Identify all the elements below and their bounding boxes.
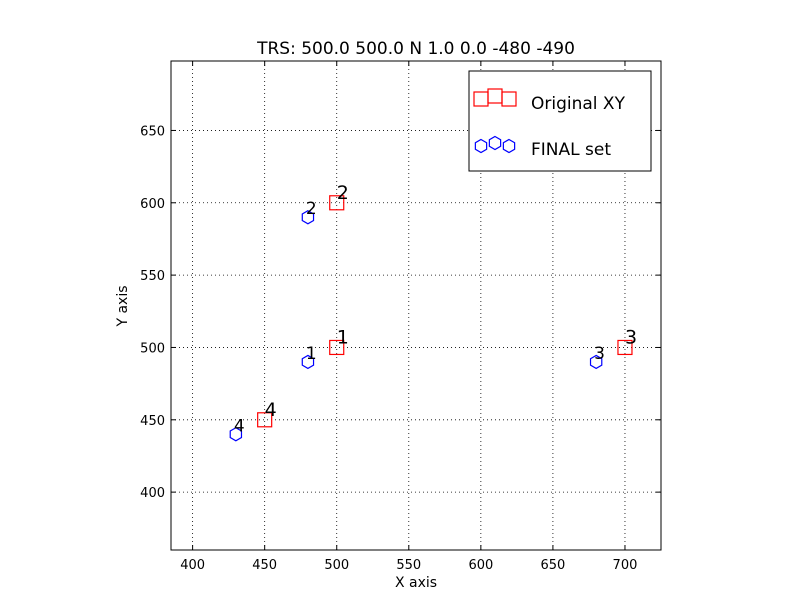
series-0-square-marker-4 [257, 412, 273, 428]
series-0-point-label-2: 2 [337, 182, 349, 204]
y-tick-label-450: 450 [140, 414, 165, 429]
x-tick-label-650: 650 [540, 558, 565, 573]
x-tick-label-450: 450 [252, 558, 277, 573]
y-tick-label-650: 650 [140, 124, 165, 139]
series-1-hexagon-marker-2 [301, 210, 315, 225]
legend-label-original-xy: Original XY [531, 94, 626, 114]
series-1-point-label-4: 4 [234, 416, 245, 436]
series-1-hexagon-marker-1 [301, 354, 315, 370]
y-tick-label-550: 550 [140, 269, 165, 284]
series-1-point-label-1: 1 [306, 344, 317, 364]
legend-hexagon-marker-2 [502, 138, 516, 154]
x-tick-label-700: 700 [613, 558, 638, 573]
series-0-point-label-1: 1 [337, 326, 349, 348]
legend-label-final-set: FINAL set [531, 140, 611, 160]
legend-hexagon-marker-1 [488, 135, 502, 151]
series-0-square-marker-2 [329, 195, 345, 211]
plot-frame [170, 60, 662, 551]
series-1-hexagon-marker-4 [229, 427, 243, 442]
tick-layer: 400 450 500 550 600 650 700 400 450 500 550 600 650 [140, 61, 661, 573]
series-0-point-label-3: 3 [625, 326, 637, 348]
y-tick-label-400: 400 [140, 486, 165, 501]
x-axis-label: X axis [395, 575, 437, 591]
y-tick-label-500: 500 [140, 341, 165, 356]
series-1-point-label-2: 2 [306, 199, 317, 219]
x-tick-label-500: 500 [324, 558, 349, 573]
grid-layer [171, 61, 661, 550]
y-axis-label: Y axis [115, 285, 131, 327]
x-tick-label-600: 600 [468, 558, 493, 573]
legend: Original XY FINAL set [468, 70, 652, 172]
series-1-hexagon-marker-3 [589, 354, 603, 370]
x-tick-label-550: 550 [396, 558, 421, 573]
series-0-square-marker-3 [617, 339, 633, 356]
data-layer: 1 2 3 4 1 2 3 4 [229, 182, 637, 442]
x-tick-label-400: 400 [180, 558, 205, 573]
legend-hexagon-marker-0 [474, 138, 488, 154]
legend-markers-original-xy [473, 88, 517, 107]
legend-square-marker-2 [501, 91, 517, 107]
legend-box [468, 70, 652, 172]
series-0-square-marker-1 [329, 339, 345, 356]
legend-markers-final-set [474, 135, 516, 154]
series-1-point-label-3: 3 [594, 344, 605, 364]
y-tick-label-600: 600 [140, 197, 165, 212]
chart-title: TRS: 500.0 500.0 N 1.0 0.0 -480 -490 [256, 39, 575, 59]
series-0-point-label-4: 4 [265, 399, 277, 421]
